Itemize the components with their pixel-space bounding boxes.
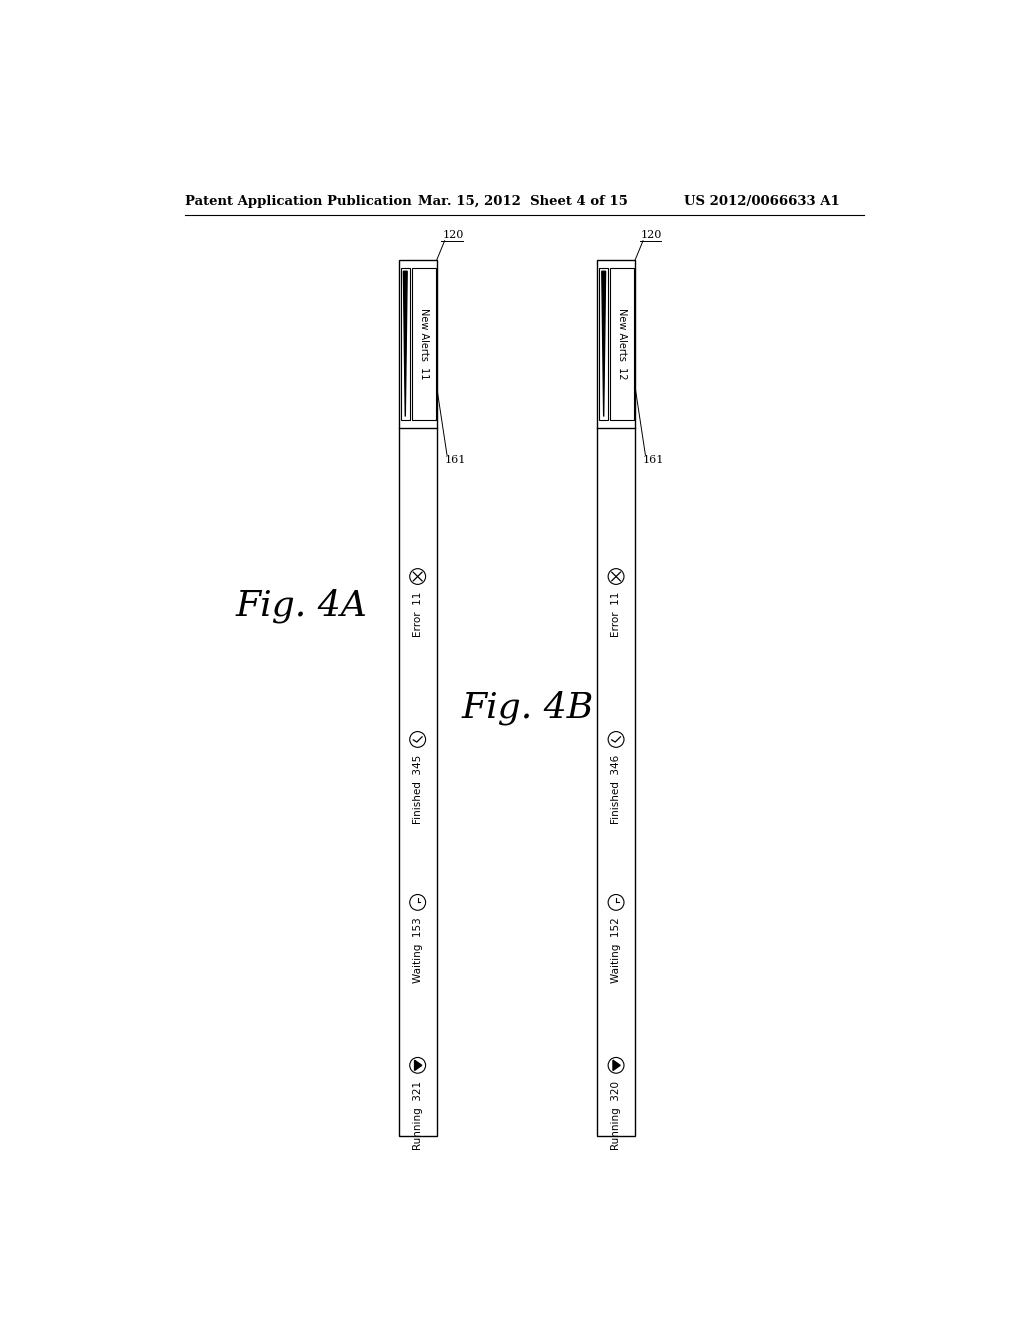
Text: Running  320: Running 320 (611, 1081, 622, 1150)
Ellipse shape (608, 569, 624, 585)
Text: US 2012/0066633 A1: US 2012/0066633 A1 (684, 194, 840, 207)
Text: Waiting  153: Waiting 153 (413, 917, 423, 983)
Text: Patent Application Publication: Patent Application Publication (185, 194, 412, 207)
Text: 120: 120 (641, 230, 663, 240)
Text: Waiting  152: Waiting 152 (611, 917, 622, 983)
Text: Fig. 4A: Fig. 4A (236, 589, 367, 623)
Text: Mar. 15, 2012  Sheet 4 of 15: Mar. 15, 2012 Sheet 4 of 15 (418, 194, 628, 207)
Ellipse shape (608, 731, 624, 747)
Text: Fig. 4B: Fig. 4B (461, 690, 594, 725)
Ellipse shape (608, 1057, 624, 1073)
Text: 161: 161 (643, 455, 665, 465)
Ellipse shape (410, 731, 426, 747)
Ellipse shape (410, 1057, 426, 1073)
Text: Finished  346: Finished 346 (611, 755, 622, 824)
Bar (401, 268, 410, 420)
Bar (599, 268, 608, 420)
Polygon shape (415, 1060, 422, 1071)
Text: Running  321: Running 321 (413, 1081, 423, 1150)
Text: New Alerts  12: New Alerts 12 (617, 308, 628, 380)
Polygon shape (613, 1060, 621, 1071)
Text: 120: 120 (442, 230, 464, 240)
Ellipse shape (608, 895, 624, 911)
Ellipse shape (410, 569, 426, 585)
Text: Finished  345: Finished 345 (413, 755, 423, 824)
Text: Error  11: Error 11 (413, 591, 423, 638)
Bar (597, 260, 635, 1137)
Polygon shape (602, 271, 605, 417)
Text: New Alerts  11: New Alerts 11 (419, 308, 429, 380)
Bar (398, 260, 436, 1137)
Bar (610, 268, 634, 420)
Polygon shape (403, 271, 408, 417)
Text: 161: 161 (444, 455, 466, 465)
Bar (412, 268, 436, 420)
Ellipse shape (410, 895, 426, 911)
Text: Error  11: Error 11 (611, 591, 622, 638)
